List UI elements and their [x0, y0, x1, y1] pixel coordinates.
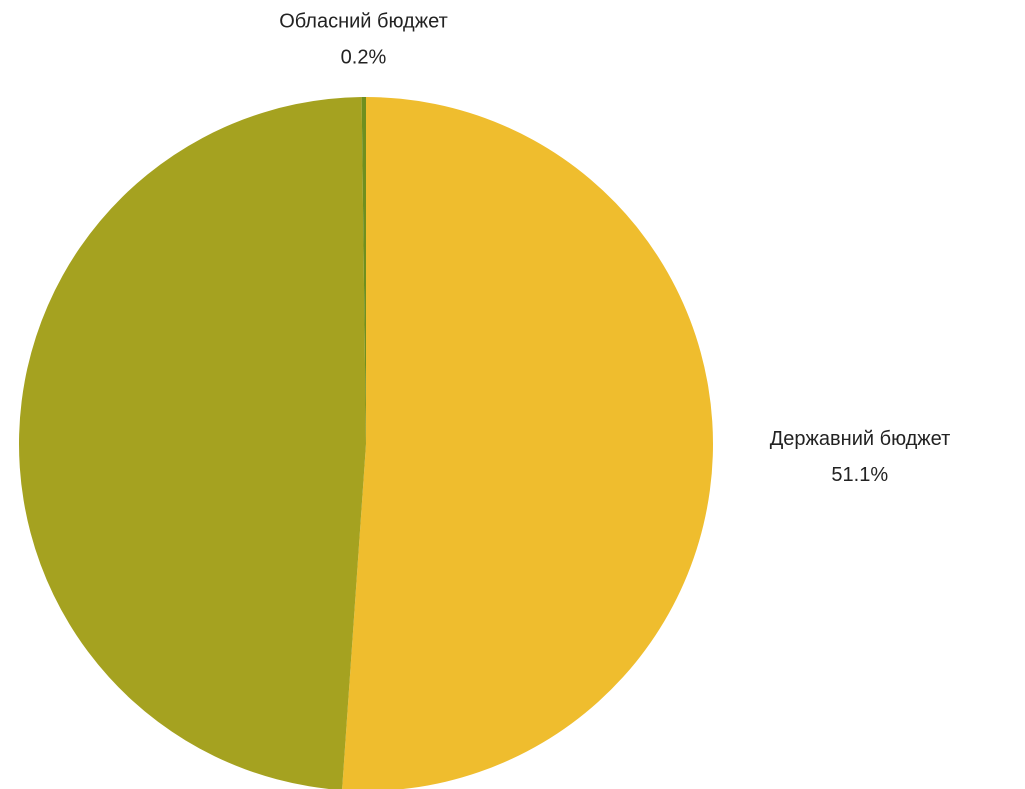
- slice-value-label: 51.1%: [831, 464, 888, 486]
- pie-slice: [361, 97, 366, 444]
- pie-slice: [342, 97, 713, 789]
- slice-label: Обласний бюджет: [279, 10, 448, 32]
- pie-slice: [19, 97, 366, 789]
- slice-value-label: 0.2%: [341, 46, 387, 68]
- slice-label: Державний бюджет: [770, 428, 951, 450]
